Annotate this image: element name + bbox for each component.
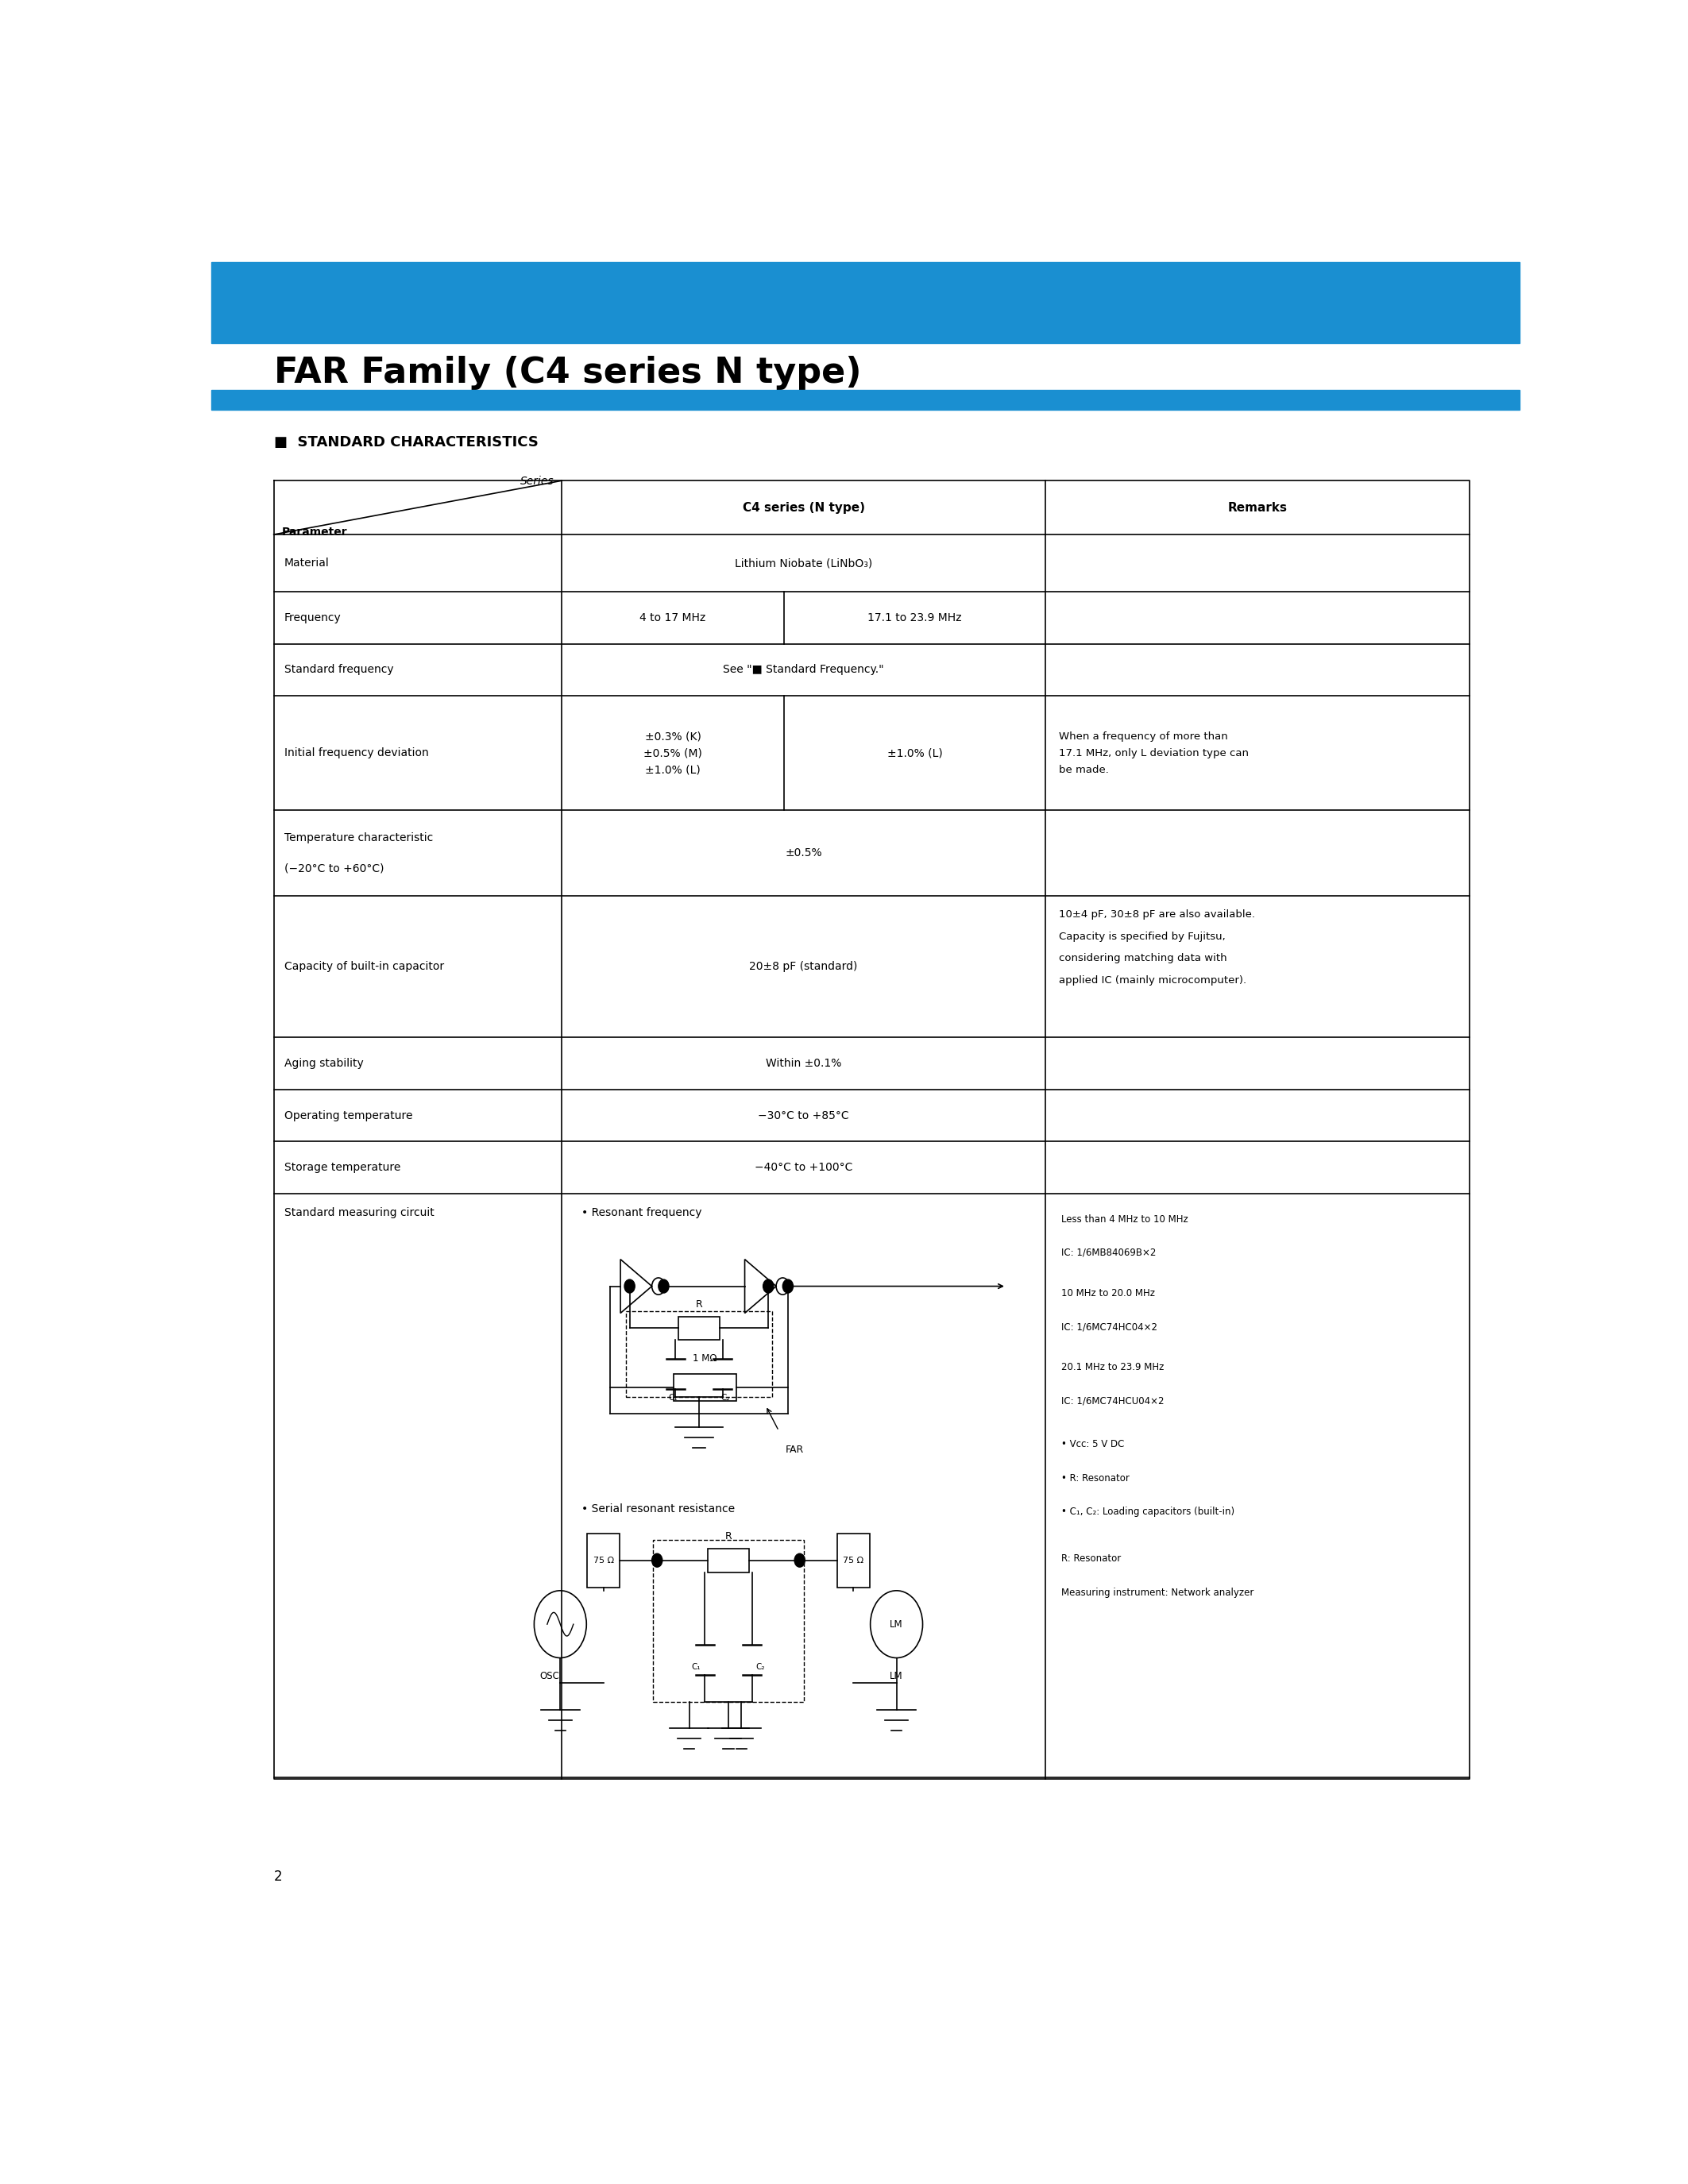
Text: • Vcc: 5 V DC: • Vcc: 5 V DC bbox=[1062, 1439, 1124, 1450]
Text: Material: Material bbox=[284, 557, 329, 568]
Text: Lithium Niobate (LiNbO₃): Lithium Niobate (LiNbO₃) bbox=[734, 557, 873, 568]
Text: • R: Resonator: • R: Resonator bbox=[1062, 1472, 1129, 1483]
Text: Parameter: Parameter bbox=[282, 526, 348, 537]
Text: Standard frequency: Standard frequency bbox=[284, 664, 393, 675]
Text: −30°C to +85°C: −30°C to +85°C bbox=[758, 1109, 849, 1120]
Text: ±0.5%: ±0.5% bbox=[785, 847, 822, 858]
Text: Less than 4 MHz to 10 MHz: Less than 4 MHz to 10 MHz bbox=[1062, 1214, 1188, 1225]
Text: OSC: OSC bbox=[540, 1671, 559, 1682]
Text: 17.1 to 23.9 MHz: 17.1 to 23.9 MHz bbox=[868, 612, 962, 622]
Text: ■  STANDARD CHARACTERISTICS: ■ STANDARD CHARACTERISTICS bbox=[273, 435, 538, 450]
Text: −40°C to +100°C: −40°C to +100°C bbox=[755, 1162, 852, 1173]
Text: Operating temperature: Operating temperature bbox=[284, 1109, 412, 1120]
Text: Standard measuring circuit: Standard measuring circuit bbox=[284, 1208, 434, 1219]
Text: See "■ Standard Frequency.": See "■ Standard Frequency." bbox=[722, 664, 885, 675]
Text: IC: 1/6MC74HC04×2: IC: 1/6MC74HC04×2 bbox=[1062, 1321, 1158, 1332]
Text: ±1.0% (L): ±1.0% (L) bbox=[888, 747, 942, 758]
Text: ±1.0% (L): ±1.0% (L) bbox=[645, 764, 701, 775]
Text: Capacity of built-in capacitor: Capacity of built-in capacitor bbox=[284, 961, 444, 972]
Text: Capacity is specified by Fujitsu,: Capacity is specified by Fujitsu, bbox=[1058, 930, 1225, 941]
Text: ±0.5% (M): ±0.5% (M) bbox=[643, 747, 702, 758]
Circle shape bbox=[795, 1553, 805, 1568]
Text: 75 Ω: 75 Ω bbox=[592, 1557, 614, 1564]
Text: Temperature characteristic: Temperature characteristic bbox=[284, 832, 434, 843]
Bar bbox=[674, 1374, 736, 1400]
Circle shape bbox=[652, 1553, 662, 1568]
Text: IC: 1/6MB84069B×2: IC: 1/6MB84069B×2 bbox=[1062, 1247, 1156, 1258]
Circle shape bbox=[625, 1280, 635, 1293]
Text: be made.: be made. bbox=[1058, 764, 1109, 775]
Text: 10±4 pF, 30±8 pF are also available.: 10±4 pF, 30±8 pF are also available. bbox=[1058, 909, 1254, 919]
Text: IC: 1/6MC74HCU04×2: IC: 1/6MC74HCU04×2 bbox=[1062, 1396, 1165, 1406]
Text: C4 series (N type): C4 series (N type) bbox=[743, 502, 864, 513]
Text: LM: LM bbox=[890, 1618, 903, 1629]
Text: • Serial resonant resistance: • Serial resonant resistance bbox=[581, 1503, 734, 1514]
Text: Remarks: Remarks bbox=[1227, 502, 1288, 513]
Text: 20±8 pF (standard): 20±8 pF (standard) bbox=[749, 961, 858, 972]
Bar bbox=[587, 1533, 619, 1588]
Text: Series: Series bbox=[520, 476, 554, 487]
Text: 2: 2 bbox=[273, 1870, 282, 1883]
Text: Aging stability: Aging stability bbox=[284, 1057, 363, 1068]
Text: FAR: FAR bbox=[785, 1444, 803, 1455]
Text: ±0.3% (K): ±0.3% (K) bbox=[645, 732, 701, 743]
Text: C₂: C₂ bbox=[756, 1662, 765, 1671]
Text: C₂: C₂ bbox=[721, 1393, 729, 1402]
Bar bbox=[653, 1540, 803, 1701]
Text: 10 MHz to 20.0 MHz: 10 MHz to 20.0 MHz bbox=[1062, 1289, 1155, 1297]
Circle shape bbox=[783, 1280, 793, 1293]
Circle shape bbox=[763, 1280, 773, 1293]
Text: (−20°C to +60°C): (−20°C to +60°C) bbox=[284, 863, 383, 874]
Text: Storage temperature: Storage temperature bbox=[284, 1162, 400, 1173]
Bar bbox=[837, 1533, 869, 1588]
Bar bbox=[626, 1310, 771, 1398]
Text: Within ±0.1%: Within ±0.1% bbox=[766, 1057, 842, 1068]
Text: considering matching data with: considering matching data with bbox=[1058, 952, 1227, 963]
Bar bbox=[211, 391, 1519, 411]
Text: Initial frequency deviation: Initial frequency deviation bbox=[284, 747, 429, 758]
Text: FAR Family (C4 series N type): FAR Family (C4 series N type) bbox=[273, 356, 861, 391]
Circle shape bbox=[658, 1280, 668, 1293]
Text: • C₁, C₂: Loading capacitors (built-in): • C₁, C₂: Loading capacitors (built-in) bbox=[1062, 1507, 1234, 1518]
Text: R: R bbox=[724, 1531, 733, 1542]
Text: Measuring instrument: Network analyzer: Measuring instrument: Network analyzer bbox=[1062, 1588, 1254, 1597]
Text: 20.1 MHz to 23.9 MHz: 20.1 MHz to 23.9 MHz bbox=[1062, 1363, 1165, 1372]
Text: applied IC (mainly microcomputer).: applied IC (mainly microcomputer). bbox=[1058, 974, 1246, 985]
Text: When a frequency of more than: When a frequency of more than bbox=[1058, 732, 1227, 743]
Text: C₁: C₁ bbox=[668, 1393, 677, 1402]
Text: R: R bbox=[695, 1299, 702, 1310]
Text: 1 MΩ: 1 MΩ bbox=[692, 1354, 717, 1363]
Bar bbox=[707, 1548, 749, 1572]
Bar bbox=[211, 262, 1519, 343]
Text: 4 to 17 MHz: 4 to 17 MHz bbox=[640, 612, 706, 622]
Text: R: Resonator: R: Resonator bbox=[1062, 1553, 1121, 1564]
Text: 75 Ω: 75 Ω bbox=[842, 1557, 864, 1564]
Text: LM: LM bbox=[890, 1671, 903, 1682]
Text: 17.1 MHz, only L deviation type can: 17.1 MHz, only L deviation type can bbox=[1058, 747, 1249, 758]
Text: C₁: C₁ bbox=[692, 1662, 701, 1671]
Bar bbox=[679, 1317, 719, 1341]
Text: • Resonant frequency: • Resonant frequency bbox=[581, 1208, 702, 1219]
Text: Frequency: Frequency bbox=[284, 612, 341, 622]
